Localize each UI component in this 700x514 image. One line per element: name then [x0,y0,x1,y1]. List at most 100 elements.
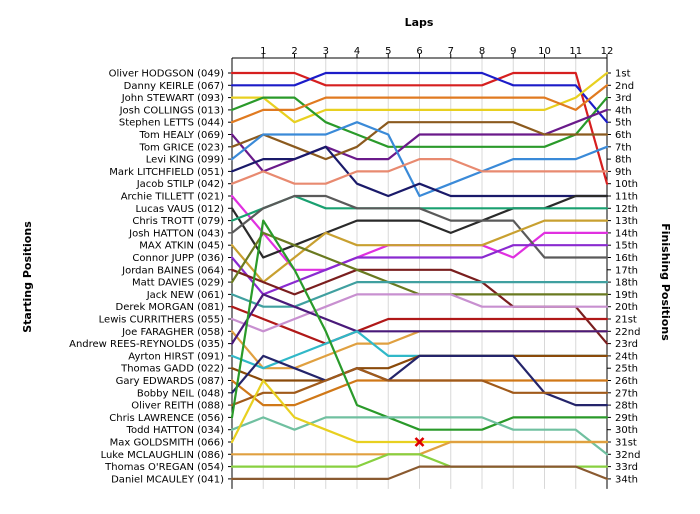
series-line[interactable] [230,305,609,345]
finishing-position-label: 8th [615,155,632,166]
series-line[interactable] [230,367,609,407]
finishing-position-label: 7th [615,142,632,153]
finishing-position-label: 15th [615,241,638,252]
marker-stroke [414,437,425,447]
labels: 1 2 3 4 5 6 7 8 9 10 11 121st2nd3rd4th5th6th7th8th9… [69,46,640,485]
finishing-position-label: 1st [615,69,631,80]
finishing-position-label: 13th [615,216,638,227]
driver-label: Tom GRICE (023) [139,142,225,153]
driver-label: Daniel MCAULEY (041) [111,474,224,485]
lap-tick-label: 12 [601,46,614,57]
series-line[interactable] [230,84,609,124]
driver-label: Tom HEALY (069) [138,130,224,141]
series-line[interactable] [230,121,609,198]
chart-title: Laps [405,16,434,29]
finishing-position-label: 17th [615,265,638,276]
series-line[interactable] [230,219,609,284]
finishing-position-label: 16th [615,253,638,264]
driver-label: Andrew REES-REYNOLDS (035) [69,339,224,350]
finishing-position-label: 28th [615,401,638,412]
finishing-position-label: 20th [615,302,638,313]
finishing-position-label: 3rd [615,93,632,104]
driver-label: Matt DAVIES (029) [132,278,224,289]
lap-tick-label: 10 [538,46,551,57]
finishing-position-label: 23rd [615,339,638,350]
driver-label: Archie TILLETT (021) [121,192,224,203]
finishing-position-label: 10th [615,179,638,190]
driver-label: Joe FARAGHER (058) [121,327,224,338]
driver-label: Lewis CURRITHERS (055) [99,315,224,326]
driver-label: Ayrton HIRST (091) [128,351,224,362]
driver-label: Max GOLDSMITH (066) [110,438,224,449]
finishing-position-label: 24th [615,351,638,362]
finishing-position-label: 11th [615,192,638,203]
finishing-position-label: 32nd [615,450,640,461]
driver-label: Chris LAWRENCE (056) [109,413,224,424]
series-line[interactable] [230,244,609,296]
finishing-position-label: 5th [615,118,632,129]
lap-tick-label: 2 [291,46,297,57]
retirement-marker [414,437,425,447]
series-line[interactable] [230,293,609,345]
finishing-position-label: 34th [615,474,638,485]
driver-label: Lucas VAUS (012) [135,204,224,215]
driver-label: John STEWART (093) [121,93,224,104]
lap-tick-label: 11 [569,46,582,57]
finishing-position-label: 4th [615,105,632,116]
driver-label: Oliver REITH (088) [131,401,224,412]
series-line[interactable] [230,416,609,456]
series-line[interactable] [230,145,609,198]
finishing-position-label: 14th [615,228,638,239]
series-lines [230,71,609,480]
finishing-position-label: 2nd [615,81,634,92]
series-line[interactable] [230,71,609,185]
finishing-position-label: 33rd [615,462,638,473]
finishing-position-label: 6th [615,130,632,141]
driver-label: Mark LITCHFIELD (051) [109,167,224,178]
series-line[interactable] [230,465,609,480]
lap-tick-label: 1 [260,46,266,57]
driver-label: Levi KING (099) [146,155,224,166]
finishing-position-label: 26th [615,376,638,387]
driver-label: Gary EDWARDS (087) [116,376,224,387]
lap-tick-label: 5 [385,46,391,57]
finishing-position-label: 22nd [615,327,640,338]
finishing-position-label: 9th [615,167,632,178]
lap-tick-label: 3 [323,46,329,57]
driver-label: Jack NEW (061) [146,290,224,301]
driver-label: Luke MCLAUGHLIN (086) [101,450,225,461]
annotations [414,437,425,447]
lap-tick-label: 9 [510,46,516,57]
series-line[interactable] [230,219,609,431]
finishing-position-label: 29th [615,413,638,424]
finishing-position-label: 21st [615,315,637,326]
series-line[interactable] [230,293,609,333]
series-line[interactable] [230,96,609,148]
driver-label: Thomas GADD (022) [120,364,224,375]
driver-label: Jordan BAINES (064) [121,265,224,276]
driver-label: Thomas O'REGAN (054) [104,462,224,473]
driver-label: Bobby NEIL (048) [137,388,224,399]
driver-label: Josh COLLINGS (013) [119,105,224,116]
y-axis-label-right: Finishing Positions [659,223,672,341]
driver-label: Chris TROTT (079) [132,216,224,227]
driver-label: Stephen LETTS (044) [119,118,224,129]
driver-label: Danny KEIRLE (067) [124,81,224,92]
finishing-position-label: 25th [615,364,638,375]
lap-tick-label: 6 [416,46,422,57]
series-line[interactable] [230,158,609,185]
y-axis-label-left: Starting Positions [21,221,34,333]
series-line[interactable] [230,71,609,124]
finishing-position-label: 12th [615,204,638,215]
series-line[interactable] [230,194,609,259]
lap-tick-label: 7 [448,46,454,57]
driver-label: Jacob STILP (042) [136,179,224,190]
finishing-position-label: 18th [615,278,638,289]
finishing-position-label: 31st [615,438,637,449]
driver-label: Derek MORGAN (081) [116,302,225,313]
finishing-position-label: 19th [615,290,638,301]
series-line[interactable] [230,121,609,161]
series-line[interactable] [230,71,609,124]
